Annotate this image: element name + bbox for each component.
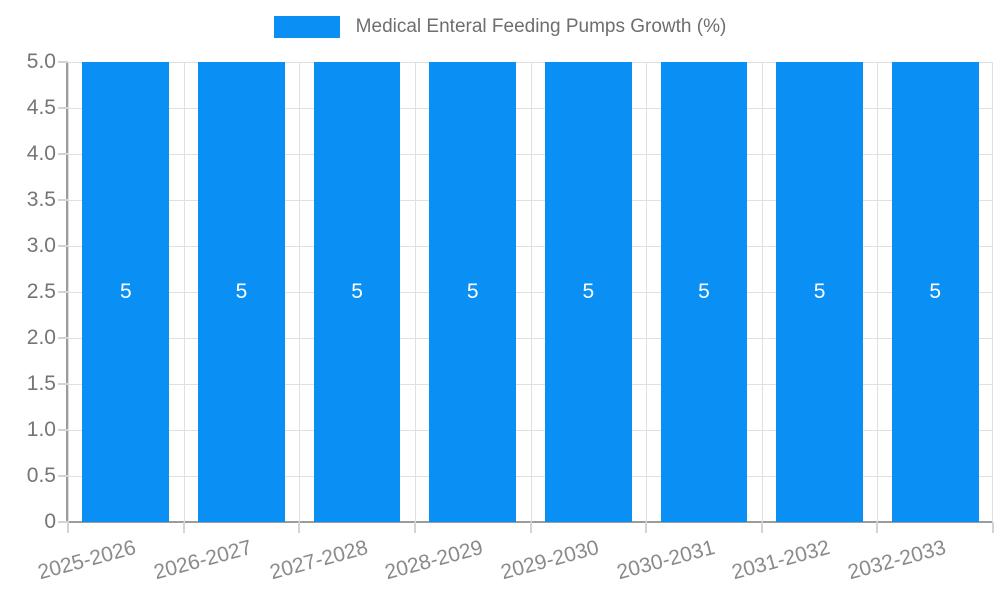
bar-value-label: 5 (351, 280, 363, 303)
y-tick-label: 4.5 (26, 96, 56, 119)
bar-value-label: 5 (582, 280, 595, 303)
y-tick-label: 2.0 (26, 326, 56, 349)
bar[interactable]: 5 (313, 62, 401, 522)
y-tick-label: 0 (44, 510, 56, 533)
bar[interactable]: 5 (776, 62, 863, 522)
plot-area: 5 5 5 5 5 5 5 5 (68, 61, 993, 522)
y-tick-mark (58, 245, 68, 247)
y-tick-mark (58, 291, 68, 293)
y-tick-label: 2.5 (26, 280, 56, 303)
y-tick-mark (58, 61, 68, 63)
legend-label: Medical Enteral Feeding Pumps Growth (%) (355, 16, 727, 37)
bar-value-label: 5 (698, 280, 710, 303)
x-tick-label: 2025-2026 (35, 536, 139, 585)
y-tick-label: 5.0 (26, 50, 56, 73)
bar[interactable]: 5 (660, 62, 748, 522)
y-tick-label: 3.5 (26, 188, 56, 211)
bar[interactable]: 5 (891, 62, 979, 522)
x-gridline (877, 62, 879, 522)
x-gridline (530, 62, 532, 522)
bar-value-label: 5 (119, 280, 132, 303)
x-tick-mark (67, 522, 69, 533)
x-tick-mark (182, 522, 185, 533)
bar-value-label: 5 (235, 280, 248, 303)
bar-value-label: 5 (466, 280, 479, 303)
x-gridline (299, 62, 301, 522)
x-tick-label: 2026-2027 (151, 536, 255, 585)
y-tick-mark (58, 337, 68, 339)
x-gridline (646, 62, 648, 522)
bar-value-label: 5 (929, 280, 942, 303)
y-tick-label: 3.0 (26, 234, 56, 257)
x-gridline (68, 62, 69, 522)
y-tick-mark (58, 521, 68, 523)
y-tick-label: 0.5 (26, 464, 56, 487)
y-tick-mark (58, 199, 68, 201)
x-gridline (414, 62, 416, 522)
legend-swatch-icon (273, 16, 340, 38)
y-tick-mark (58, 107, 68, 109)
y-tick-mark (58, 153, 68, 155)
x-tick-label: 2030-2031 (613, 536, 717, 585)
bar[interactable]: 5 (198, 62, 285, 522)
x-tick-mark (645, 522, 648, 533)
x-gridline (992, 62, 993, 522)
x-tick-mark (413, 522, 416, 533)
bar[interactable]: 5 (544, 62, 632, 522)
x-tick-mark (760, 522, 763, 533)
x-tick-label: 2032-2033 (845, 536, 949, 585)
x-tick-label: 2031-2032 (729, 536, 833, 585)
bar[interactable]: 5 (82, 62, 170, 522)
y-tick-mark (58, 429, 68, 431)
y-tick-mark (58, 475, 68, 477)
x-tick-label: 2028-2029 (382, 536, 486, 585)
chart-legend[interactable]: Medical Enteral Feeding Pumps Growth (%) (0, 16, 1000, 38)
y-tick-label: 4.0 (26, 142, 56, 165)
bar[interactable]: 5 (429, 62, 517, 522)
bar-value-label: 5 (813, 280, 826, 303)
y-tick-mark (58, 383, 68, 385)
x-gridline (183, 62, 185, 522)
x-gridline (761, 62, 763, 522)
x-tick-mark (992, 522, 994, 533)
x-tick-mark (876, 522, 879, 533)
y-tick-label: 1.0 (26, 418, 56, 441)
x-tick-label: 2029-2030 (498, 536, 602, 585)
x-tick-label: 2027-2028 (267, 536, 371, 585)
x-tick-mark (298, 522, 301, 533)
y-tick-label: 1.5 (26, 372, 56, 395)
x-tick-mark (529, 522, 532, 533)
